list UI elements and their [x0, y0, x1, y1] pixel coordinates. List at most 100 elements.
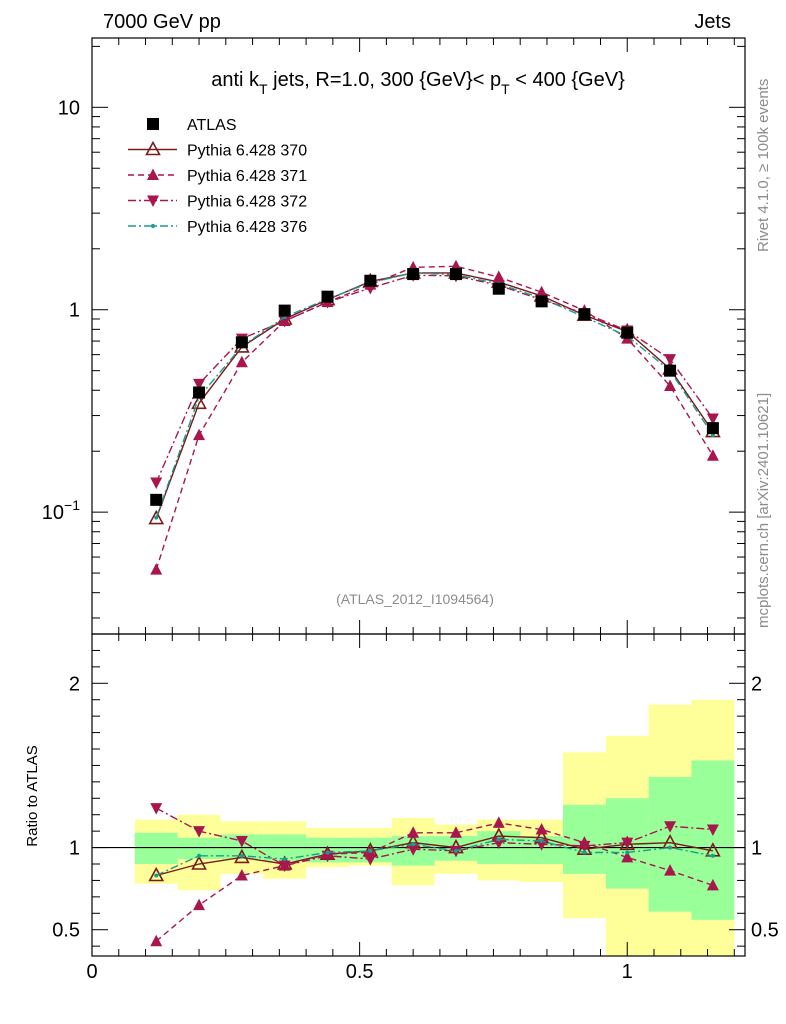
ratio-panel: 0.5 0.5 1 1 2 2 0 0.5 1	[52, 633, 779, 983]
main-point-atlas	[364, 274, 377, 287]
main-y-tick-label: 10	[58, 97, 80, 119]
main-y-tick-label: 1	[69, 300, 80, 322]
main-y-tick-label: 10−1	[42, 497, 80, 524]
ratio-point-p372	[578, 840, 591, 853]
main-series-p370	[148, 264, 721, 525]
legend-label-p376: Pythia 6.428 376	[187, 219, 307, 236]
x-tick-label: 0.5	[346, 961, 374, 983]
ratio-series-line-p372	[155, 807, 713, 867]
ratio-series-line-p371	[155, 822, 714, 942]
main-point-atlas	[449, 268, 462, 281]
ratio-point-p372	[664, 821, 677, 833]
legend: ATLAS Pythia 6.428 370 Pythia 6.428 371 Pyt…	[128, 117, 307, 236]
main-point-p371	[706, 449, 719, 461]
ratio-series-p376	[154, 837, 715, 878]
ratio-band-inner	[134, 832, 178, 864]
legend-label-p371: Pythia 6.428 371	[187, 168, 307, 185]
ratio-y-tick-label-right: 0.5	[751, 920, 779, 942]
main-point-p371	[193, 428, 206, 441]
ratio-point-p372	[321, 850, 334, 863]
legend-marker-atlas	[147, 118, 159, 130]
ratio-point-p372	[150, 803, 163, 815]
ratio-point-p372	[364, 854, 377, 866]
ratio-point-p376	[625, 850, 630, 855]
legend-marker-p370	[145, 140, 161, 156]
ratio-y-axis-label: Ratio to ATLAS	[24, 745, 41, 846]
legend-marker-p371	[147, 168, 159, 180]
ratio-point-p376	[668, 845, 673, 850]
ratio-point-p376	[496, 837, 501, 842]
ratio-y-tick-label-left: 1	[69, 838, 80, 860]
main-series-line-p371	[155, 265, 714, 570]
main-point-p372	[193, 378, 206, 391]
ratio-point-p372	[492, 837, 505, 850]
main-point-atlas	[664, 364, 677, 377]
ratio-band-inner	[691, 760, 735, 920]
side-label-bottom: mcplots.cern.ch [arXiv:2401.10621]	[755, 393, 772, 628]
ratio-series-p372	[150, 803, 719, 873]
category-label: Jets	[694, 11, 731, 33]
main-point-p372	[706, 413, 719, 426]
chart-title: anti kT jets, R=1.0, 300 {GeV}< pT < 400…	[211, 69, 625, 97]
legend-marker-p376	[151, 224, 155, 228]
main-point-p372	[150, 477, 163, 490]
energy-label: 7000 GeV pp	[103, 11, 221, 33]
ratio-point-p372	[621, 837, 634, 850]
title-part-a: anti k	[211, 69, 260, 91]
main-point-atlas	[535, 295, 548, 308]
ratio-y-tick-label-right: 1	[751, 838, 762, 860]
legend-label-p370: Pythia 6.428 370	[187, 143, 307, 160]
main-point-p370	[148, 509, 165, 525]
main-series-line-p370	[155, 272, 714, 519]
main-series-line-p376	[155, 272, 714, 518]
ratio-point-p370	[191, 855, 207, 870]
main-series-atlas	[150, 268, 719, 506]
ratio-point-p376	[411, 842, 416, 847]
ratio-series-line-p370	[156, 835, 714, 877]
legend-item-p376: Pythia 6.428 376	[128, 219, 307, 236]
legend-item-atlas: ATLAS	[147, 117, 237, 134]
main-point-p371	[235, 355, 248, 368]
ratio-point-p372	[407, 844, 420, 856]
legend-item-p372: Pythia 6.428 372	[128, 194, 307, 211]
ratio-point-p371	[150, 934, 163, 947]
ratio-point-p376	[282, 857, 287, 862]
ratio-point-p376	[368, 848, 373, 853]
ratio-point-p371	[193, 898, 206, 911]
title-part-c: < 400 {GeV}	[510, 69, 625, 91]
ratio-series-line-p376	[155, 838, 714, 877]
main-point-atlas	[492, 282, 505, 295]
ratio-point-p371	[535, 823, 548, 835]
ratio-y-tick-label-right: 2	[751, 673, 762, 695]
ratio-point-p371	[235, 869, 248, 881]
ratio-point-p376	[197, 853, 202, 858]
ratio-point-p372	[706, 824, 719, 836]
ratio-y-tick-label-left: 2	[69, 673, 80, 695]
ratio-point-p376	[154, 873, 159, 878]
main-panel: 10−1 1 10 ATLAS Pythia 6.428 370 Pythia 6.428…	[42, 37, 746, 635]
ratio-point-p376	[325, 850, 330, 855]
side-label-top: Rivet 4.1.0, ≥ 100k events	[755, 79, 772, 252]
ratio-point-p371	[621, 850, 634, 863]
x-tick-label: 1	[622, 961, 633, 983]
main-point-p371	[664, 379, 677, 391]
main-point-p371	[150, 563, 163, 575]
main-point-p371	[492, 270, 505, 283]
legend-label-atlas: ATLAS	[187, 117, 237, 134]
main-point-atlas	[407, 268, 420, 281]
ratio-y-tick-label-left: 0.5	[52, 920, 80, 942]
main-point-p371	[535, 285, 548, 298]
legend-label-p372: Pythia 6.428 372	[187, 194, 307, 211]
ratio-frame	[91, 633, 746, 957]
main-series-p371	[150, 259, 719, 575]
ratio-point-p371	[664, 864, 677, 876]
analysis-id: (ATLAS_2012_I1094564)	[336, 591, 494, 607]
main-point-p376	[710, 433, 715, 438]
legend-marker-p372	[147, 195, 159, 207]
main-point-atlas	[278, 304, 291, 317]
main-point-p372	[664, 354, 677, 366]
main-point-p376	[154, 515, 159, 520]
main-point-atlas	[193, 386, 206, 399]
main-point-p370	[191, 394, 207, 410]
